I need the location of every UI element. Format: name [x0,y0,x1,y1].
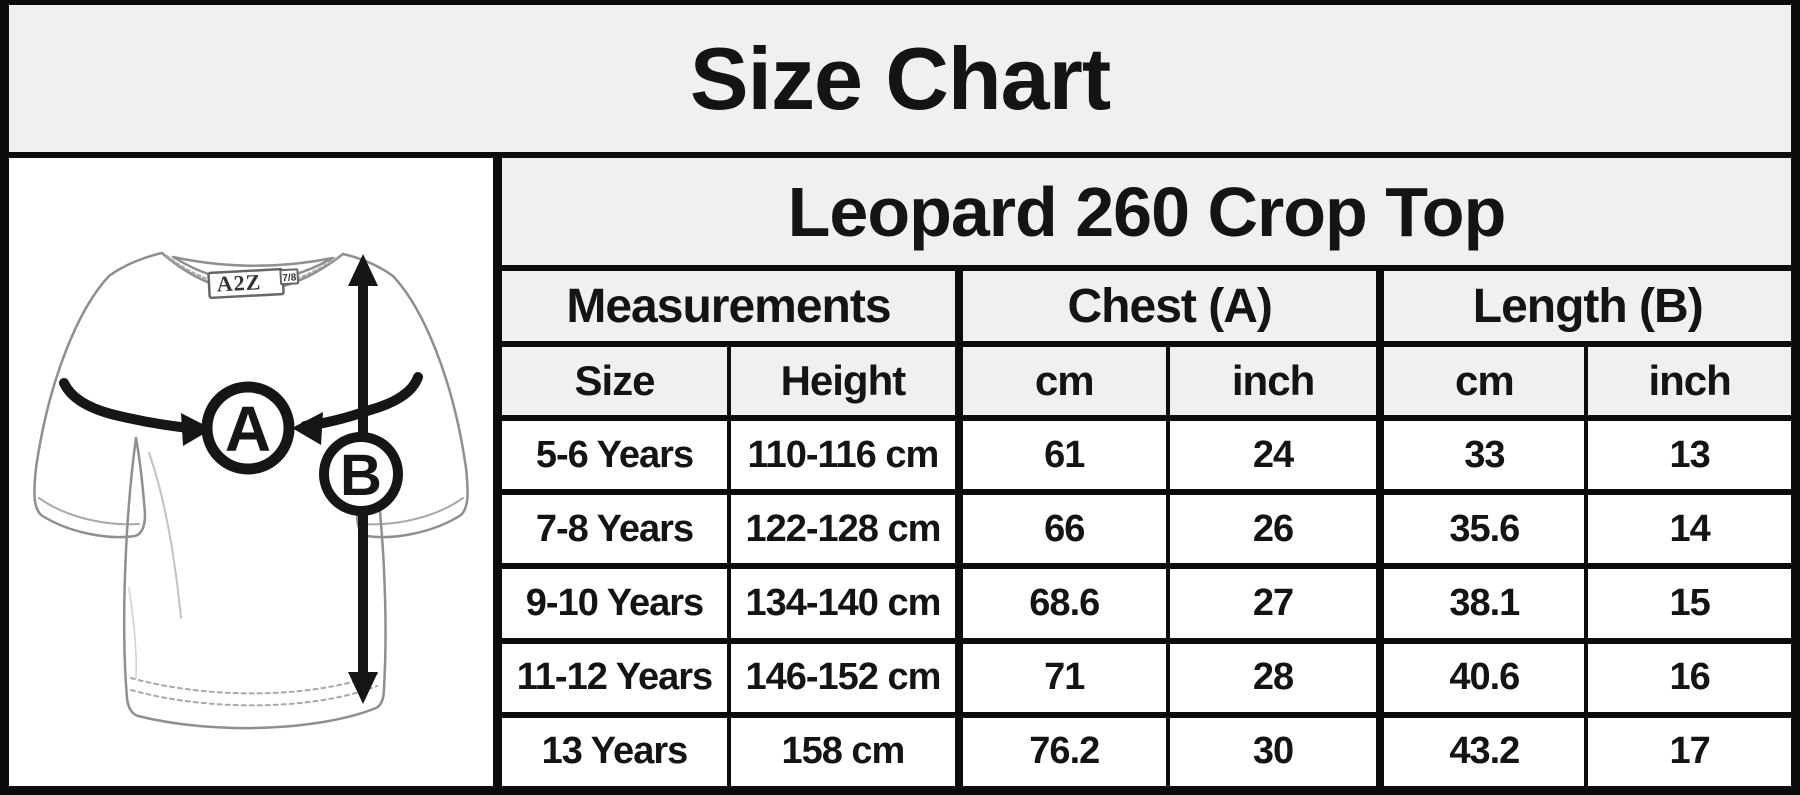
chest-inch-cell: 24 [1169,421,1377,490]
product-title: Leopard 260 Crop Top [502,158,1791,265]
height-cell: 158 cm [730,717,955,786]
chest-inch-cell: 28 [1169,643,1377,712]
col-header-chest-cm: cm [958,347,1166,415]
col-group-chest: Chest (A) [958,271,1377,341]
height-cell: 122-128 cm [730,495,955,564]
height-cell: 134-140 cm [730,569,955,638]
chest-cm-cell: 61 [958,421,1166,490]
col-group-length: Length (B) [1380,271,1791,341]
col-header-length-cm: cm [1380,347,1585,415]
length-cm-cell: 38.1 [1380,569,1585,638]
length-inch-cell: 14 [1588,495,1791,564]
col-header-height: Height [730,347,955,415]
col-header-size: Size [502,347,727,415]
length-inch-cell: 13 [1588,421,1791,490]
size-cell: 9-10 Years [502,569,727,638]
size-table: Leopard 260 Crop Top Measurements Chest … [502,158,1791,786]
col-group-measurements: Measurements [502,271,955,341]
tshirt-outline [33,251,469,730]
size-cell: 13 Years [502,717,727,786]
banner: Size Chart [9,5,1791,152]
length-cm-cell: 40.6 [1380,643,1585,712]
height-cell: 146-152 cm [730,643,955,712]
neck-size-tag: 7/8 [282,272,297,284]
chest-cm-cell: 66 [958,495,1166,564]
page-title: Size Chart [689,28,1111,128]
neck-label-brand: A2Z [216,269,262,296]
neck-label: A2Z 7/8 [207,267,300,300]
size-cell: 7-8 Years [502,495,727,564]
tshirt-diagram: A2Z 7/8 [33,251,469,730]
chest-inch-cell: 30 [1169,717,1377,786]
chest-cm-cell: 76.2 [958,717,1166,786]
chest-measure-arrow [59,372,423,446]
length-inch-cell: 17 [1588,717,1791,786]
measure-b-badge: B [319,432,403,516]
size-cell: 11-12 Years [502,643,727,712]
measure-b-label: B [340,443,382,508]
chest-inch-cell: 26 [1169,495,1377,564]
garment-diagram-panel: A2Z 7/8 [9,158,493,786]
measure-a-badge: A [201,381,295,475]
neck-size-tag-box [279,268,300,286]
chest-cm-cell: 68.6 [958,569,1166,638]
chest-cm-cell: 71 [958,643,1166,712]
length-inch-cell: 16 [1588,643,1791,712]
height-cell: 110-116 cm [730,421,955,490]
col-header-chest-inch: inch [1169,347,1377,415]
chest-inch-cell: 27 [1169,569,1377,638]
content-area: A2Z 7/8 [9,158,1791,786]
measure-a-label: A [225,393,271,465]
length-inch-cell: 15 [1588,569,1791,638]
col-header-length-inch: inch [1588,347,1791,415]
length-cm-cell: 33 [1380,421,1585,490]
size-cell: 5-6 Years [502,421,727,490]
length-cm-cell: 35.6 [1380,495,1585,564]
length-cm-cell: 43.2 [1380,717,1585,786]
